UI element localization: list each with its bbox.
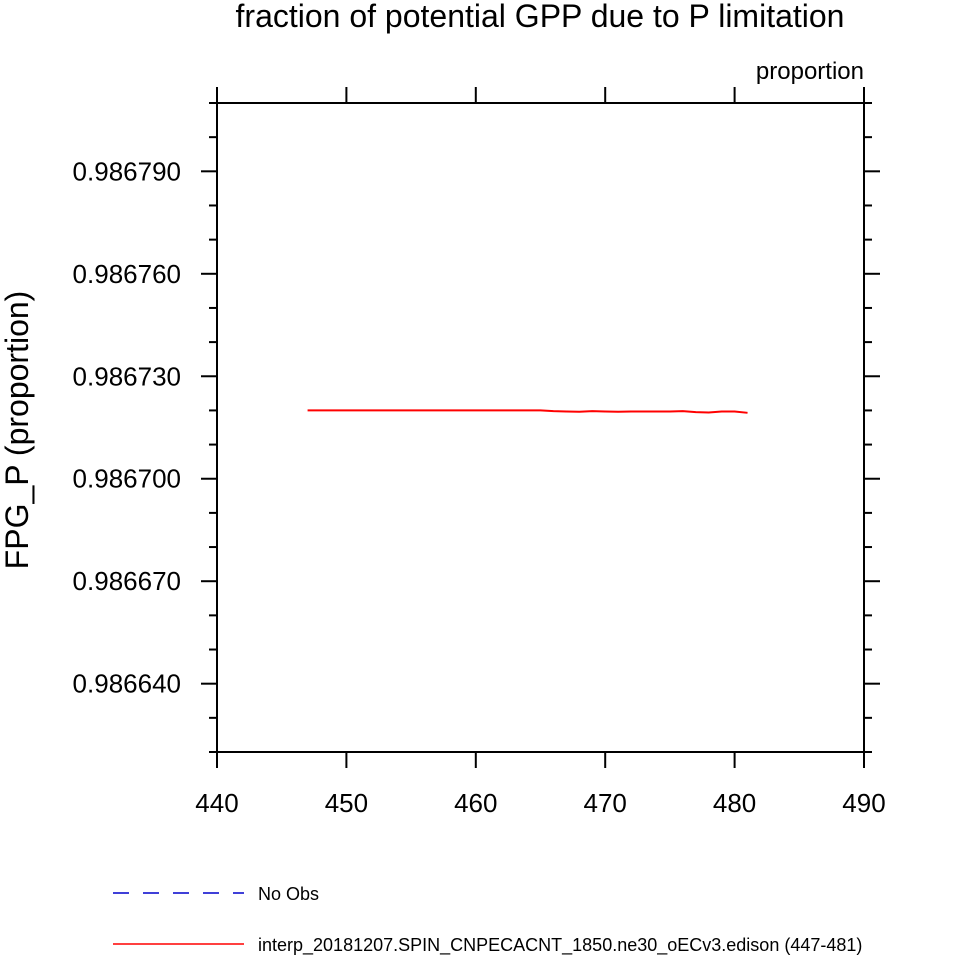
y-tick-label: 0.986730 [73, 361, 181, 391]
legend-label: interp_20181207.SPIN_CNPECACNT_1850.ne30… [258, 935, 862, 956]
legend-label: No Obs [258, 884, 319, 904]
y-tick-label: 0.986640 [73, 669, 181, 699]
x-tick-label: 440 [195, 788, 238, 818]
series-line [307, 409, 748, 414]
y-tick-label: 0.986760 [73, 259, 181, 289]
chart-title: fraction of potential GPP due to P limit… [236, 0, 845, 34]
legend: No Obs interp_20181207.SPIN_CNPECACNT_185… [113, 884, 862, 956]
x-tick-label: 450 [325, 788, 368, 818]
series-layer [307, 409, 748, 414]
plot-frame [216, 102, 865, 753]
y-tick-label: 0.986670 [73, 566, 181, 596]
y-tick-label: 0.986790 [73, 156, 181, 186]
y-tick-label: 0.986700 [73, 464, 181, 494]
units-label: proportion [756, 58, 864, 85]
axis-ticks [201, 87, 880, 768]
x-tick-label: 480 [713, 788, 756, 818]
plot-area: 440 450 460 470 480 490 0.986640 0.986670 0.9867… [73, 87, 886, 818]
x-tick-label: 470 [584, 788, 627, 818]
y-axis-label: FPG_P (proportion) [0, 291, 35, 570]
x-tick-label: 460 [454, 788, 497, 818]
axis-tick-labels: 440 450 460 470 480 490 0.986640 0.986670 0.9867… [73, 156, 886, 818]
x-tick-label: 490 [842, 788, 885, 818]
